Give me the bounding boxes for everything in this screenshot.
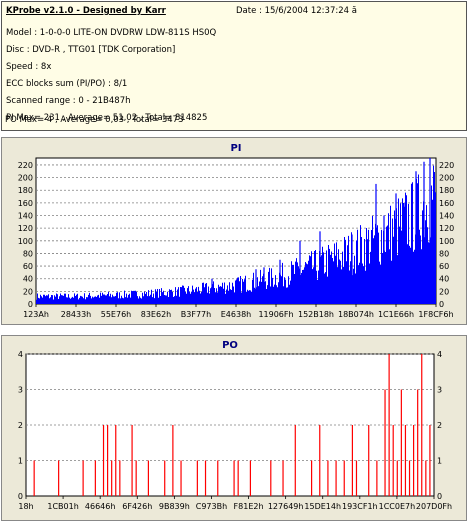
scan-date: Date : 15/6/2004 12:37:24 ă <box>236 6 357 16</box>
y-tick-label-left: 60 <box>23 262 33 271</box>
x-tick-label: 18h <box>18 502 33 511</box>
x-tick-label: 15DE14h <box>304 502 341 511</box>
info-panel: KProbe v2.1.0 - Designed by Karr Date : … <box>1 1 467 131</box>
x-tick-label: F81E2h <box>234 502 264 511</box>
y-tick-label-right: 100 <box>439 237 454 246</box>
speed-line: Speed : 8x <box>6 62 52 72</box>
po-chart: PO 0 0 1 1 2 2 3 3 4 4 18h 1CB01h 46646h 6F426h 9B839h C… <box>18 340 452 511</box>
x-tick-label: 207D0Fh <box>416 502 452 511</box>
x-tick-label: 127649h <box>268 502 304 511</box>
y-tick-label-left: 20 <box>23 287 33 296</box>
y-tick-label-right: 220 <box>439 161 454 170</box>
disc-line: Disc : DVD-R , TTG01 [TDK Corporation] <box>6 45 176 55</box>
po-chart-panel: PO 0 0 1 1 2 2 3 3 4 4 18h 1CB01h 46646h 6F426h 9B839h C… <box>1 335 467 521</box>
range-line: Scanned range : 0 - 21B487h <box>6 96 131 106</box>
x-tick-label: 83E62h <box>141 310 171 319</box>
ecc-line: ECC blocks sum (PI/PO) : 8/1 <box>6 79 128 89</box>
y-tick-label-left: 0 <box>28 300 33 309</box>
y-tick-label-right: 60 <box>439 262 449 271</box>
x-tick-label: 46646h <box>85 502 116 511</box>
y-tick-label-right: 140 <box>439 212 454 221</box>
y-tick-label-left: 160 <box>18 199 33 208</box>
y-tick-label-right: 3 <box>437 386 442 395</box>
y-tick-label-left: 80 <box>23 249 33 258</box>
y-tick-label-left: 2 <box>18 421 23 430</box>
x-tick-label: 152B18h <box>298 310 334 319</box>
y-tick-label-right: 20 <box>439 287 449 296</box>
pi-chart-panel: PI 0 0 20 20 40 40 60 60 80 80 100 100 120 120 140 140 16… <box>1 137 467 325</box>
x-tick-label: 1CB01h <box>47 502 78 511</box>
y-tick-label-right: 80 <box>439 249 449 258</box>
y-tick-label-left: 220 <box>18 161 33 170</box>
x-tick-label: 1CC0E7h <box>379 502 416 511</box>
x-tick-label: 123Ah <box>23 310 49 319</box>
y-tick-label-right: 180 <box>439 186 454 195</box>
y-tick-label-right: 0 <box>437 492 442 501</box>
y-tick-label-left: 40 <box>23 275 33 284</box>
y-tick-label-left: 120 <box>18 224 33 233</box>
x-tick-label: B3F77h <box>181 310 211 319</box>
x-tick-label: 9B839h <box>159 502 190 511</box>
x-tick-label: 193CF1h <box>342 502 378 511</box>
y-tick-label-left: 1 <box>18 457 23 466</box>
y-tick-label-left: 0 <box>18 492 23 501</box>
chart-title: PO <box>222 340 238 351</box>
x-tick-label: C973Bh <box>196 502 227 511</box>
y-tick-label-left: 140 <box>18 212 33 221</box>
y-tick-label-left: 200 <box>18 174 33 183</box>
x-tick-label: 28433h <box>61 310 92 319</box>
x-tick-label: 18B074h <box>338 310 374 319</box>
x-tick-label: 55E76h <box>101 310 131 319</box>
x-tick-label: 6F426h <box>122 502 152 511</box>
y-tick-label-right: 120 <box>439 224 454 233</box>
x-tick-label: 11906Fh <box>258 310 293 319</box>
y-tick-label-right: 200 <box>439 174 454 183</box>
chart-title: PI <box>230 143 241 154</box>
pi-stats-line: PI Max= 231 , Average= 51,02 , Total= 81… <box>6 113 208 123</box>
app-title: KProbe v2.1.0 - Designed by Karr <box>6 6 166 16</box>
pi-data-series <box>36 165 436 304</box>
x-tick-label: E4638h <box>221 310 251 319</box>
y-tick-label-right: 1 <box>437 457 442 466</box>
y-tick-label-right: 160 <box>439 199 454 208</box>
y-tick-label-right: 2 <box>437 421 442 430</box>
y-tick-label-left: 3 <box>18 386 23 395</box>
pi-chart: PI 0 0 20 20 40 40 60 60 80 80 100 100 120 120 140 140 16… <box>18 143 455 319</box>
y-tick-label-right: 0 <box>439 300 444 309</box>
y-tick-label-right: 4 <box>437 350 442 359</box>
y-tick-label-left: 100 <box>18 237 33 246</box>
x-tick-label: 1C1E66h <box>378 310 414 319</box>
y-tick-label-left: 4 <box>18 350 23 359</box>
x-tick-label: 1F8CF6h <box>418 310 453 319</box>
y-tick-label-left: 180 <box>18 186 33 195</box>
model-line: Model : 1-0-0-0 LITE-ON DVDRW LDW-811S H… <box>6 28 217 38</box>
y-tick-label-right: 40 <box>439 275 449 284</box>
po-stats-line: PO Max= 4 , Average= 0,03 , Total= 3473 <box>5 115 184 125</box>
